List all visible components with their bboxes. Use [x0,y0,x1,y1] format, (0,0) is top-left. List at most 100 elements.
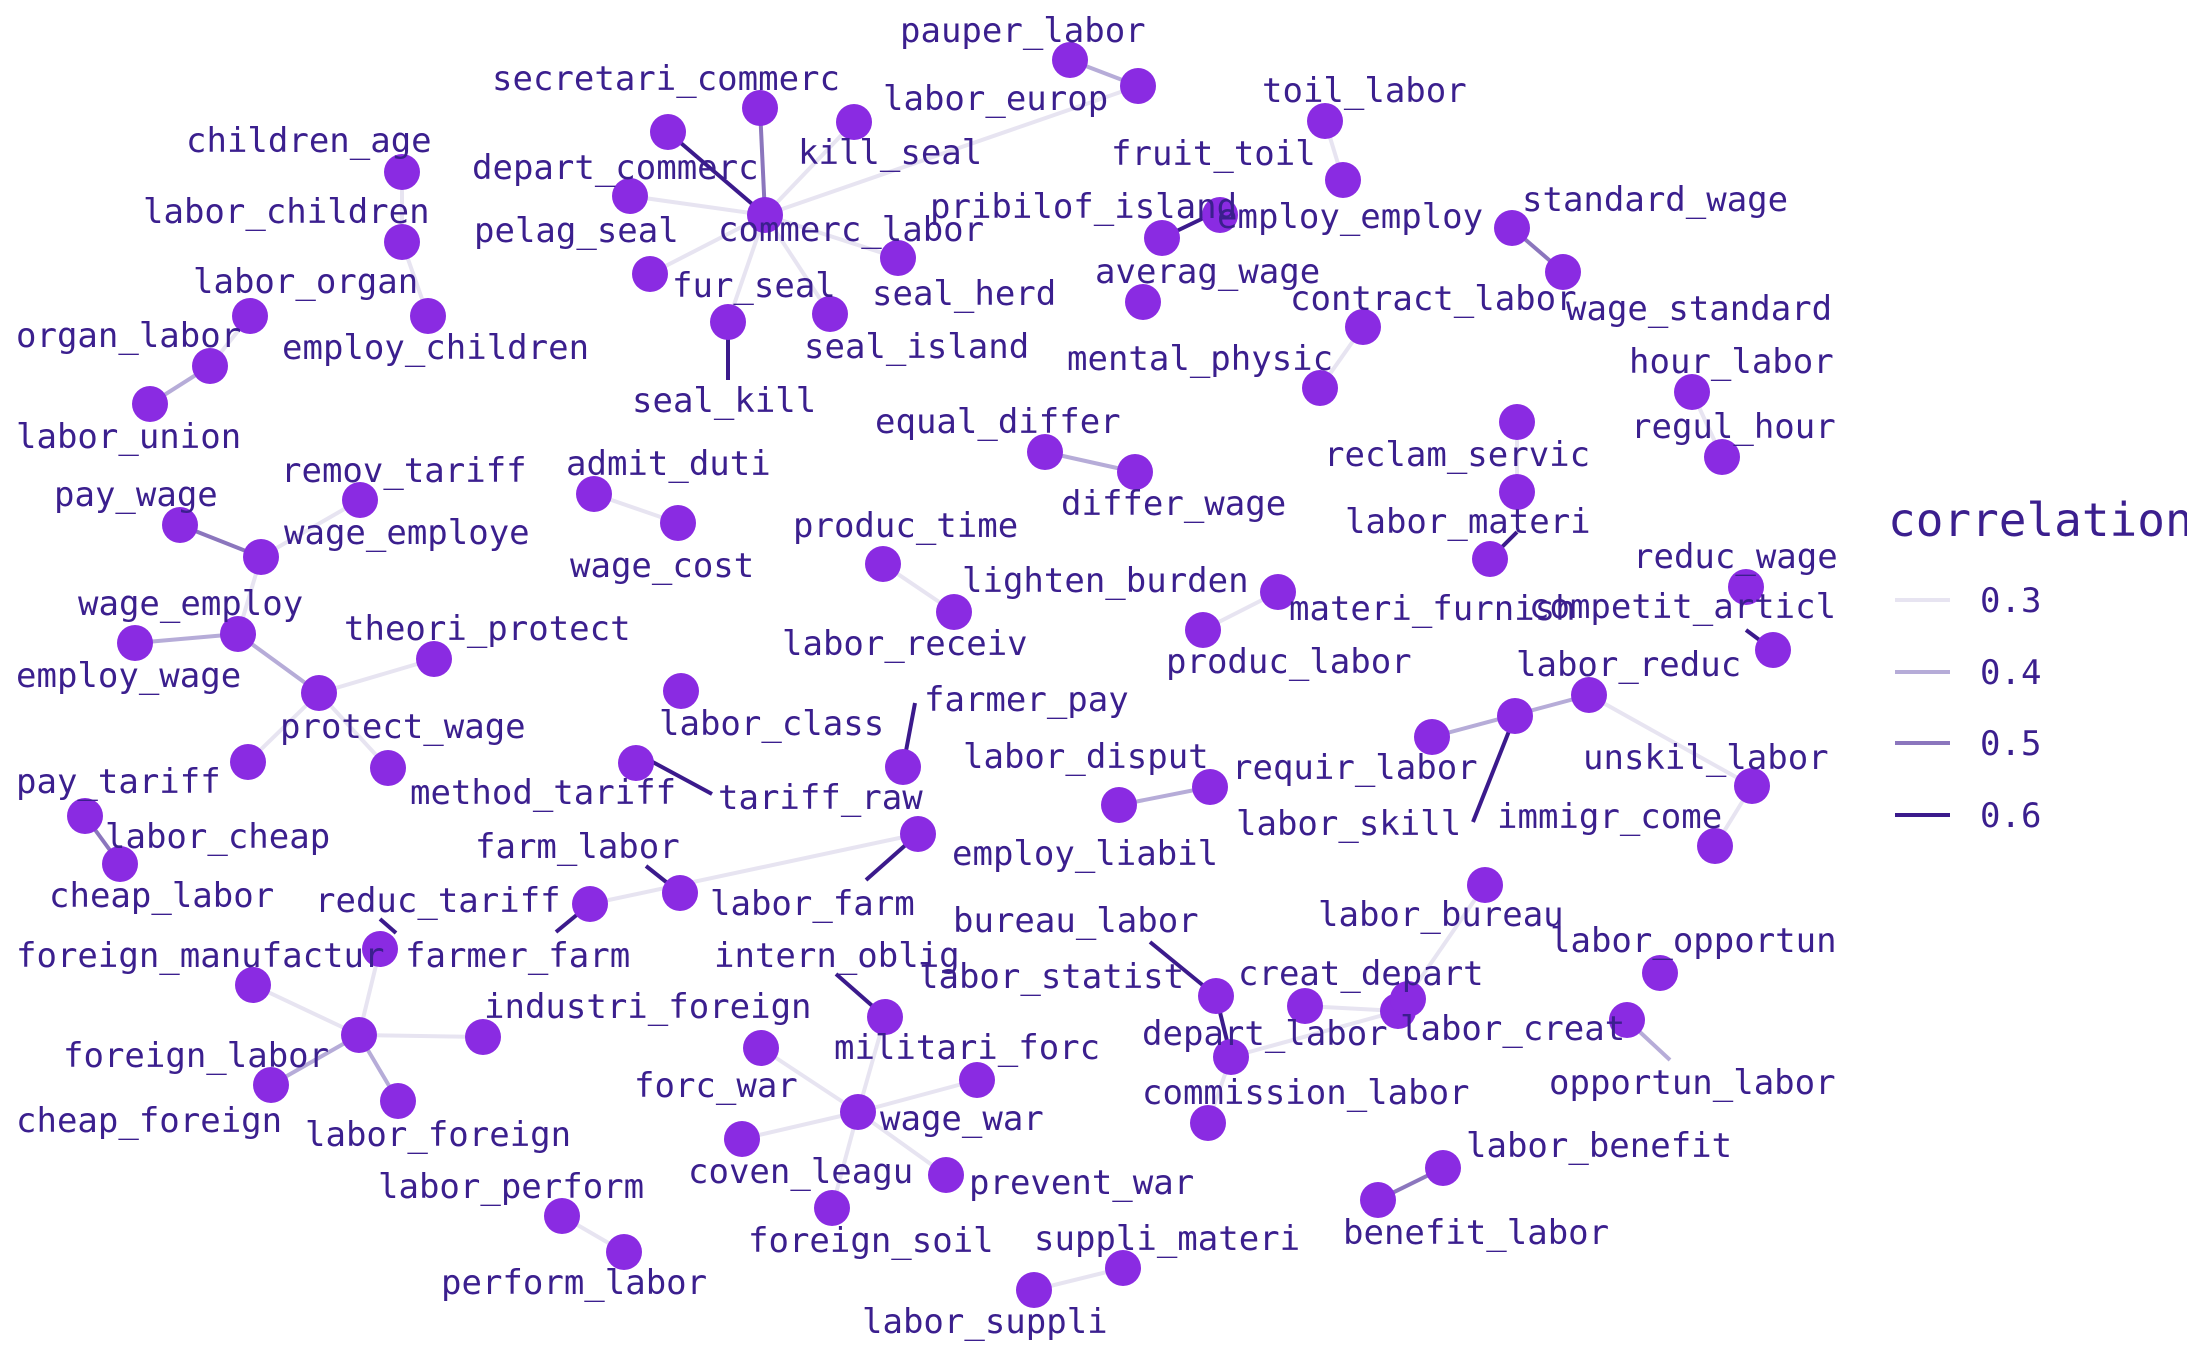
node-labor_europ [1120,68,1156,104]
node-label-wage_employe: wage_employe [284,513,530,553]
node-pauper_labor [1052,42,1088,78]
edge-labor_farm-farmer_farm [589,832,919,906]
node-method_tariff [370,750,406,786]
node-label-labor_union: labor_union [16,417,241,457]
node-label-farm_labor: farm_labor [475,827,680,867]
edge-foreign_labor-foreign_manufactur [252,983,360,1037]
node-secretari_commerc [742,90,778,126]
edge-labor_reduc-unskil_labor [1588,693,1753,788]
node-label-immigr_come: immigr_come [1497,797,1722,837]
node-label-labor_skill: labor_skill [1236,804,1461,844]
node-militari_forc [743,1030,779,1066]
edge-commerc_labor-fur_seal [649,213,766,276]
node-labor_organ [232,298,268,334]
edge-remov_tariff-wage_employe [260,498,361,559]
node-intern_oblig [867,999,903,1035]
node-label-labor_suppli: labor_suppli [862,1302,1108,1342]
edge-commerc_labor-seal_herd [764,213,899,260]
node-benefit_labor [1360,1182,1396,1218]
node-labor_disput [1192,769,1228,805]
node-label-employ_employ: employ_employ [1217,197,1483,237]
node-wage_employe [243,539,279,575]
node-labor_foreign [380,1083,416,1119]
node-seal_island [812,296,848,332]
node-labor_reduc [1571,677,1607,713]
node-label-seal_herd: seal_herd [872,274,1056,314]
node-materi_furnish [1472,541,1508,577]
node-label-remov_tariff: remov_tariff [281,451,527,491]
node-label-labor_farm: labor_farm [710,884,915,924]
edge-reduc_tariff-foreign_manufactur [378,917,398,935]
node-wage_war [840,1094,876,1130]
node-labor_perform [544,1198,580,1234]
node-theori_protect [416,641,452,677]
edge-commerc_labor-labor_europ [764,84,1139,217]
node-farmer_farm [572,886,608,922]
node-reduc_wage [1728,569,1764,605]
node-label-commerc_labor: commerc_labor [718,210,984,250]
edge-wage_war-prevent_war [856,1110,948,1177]
node-hour_labor [1674,374,1710,410]
node-label-pay_wage: pay_wage [54,475,218,515]
node-wage_cost [660,505,696,541]
node-label-labor_receiv: labor_receiv [782,624,1028,664]
node-perform_labor [606,1234,642,1270]
node-label-suppli_materi: suppli_materi [1034,1219,1300,1259]
node-unskil_labor [1734,768,1770,804]
node-label-children_age: children_age [186,121,432,161]
node-remov_tariff [342,482,378,518]
node-label-intern_oblig: intern_oblig [714,936,960,976]
node-label-labor_class: labor_class [659,704,884,744]
node-label-foreign_soil: foreign_soil [748,1221,994,1261]
node-fur_seal [632,256,668,292]
node-label-creat_depart: creat_depart [1238,954,1484,994]
node-label-reduc_wage: reduc_wage [1633,537,1838,577]
node-label-labor_children: labor_children [143,192,430,232]
node-label-secretari_commerc: secretari_commerc [492,59,840,99]
edge-wage_war-forc_war [857,1078,978,1114]
node-regul_hour [1704,439,1740,475]
node-fruit_toil [1325,162,1361,198]
node-label-benefit_labor: benefit_labor [1343,1213,1609,1253]
node-label-pay_tariff: pay_tariff [16,762,221,802]
node-cheap_labor [102,846,138,882]
legend-label-0.3: 0.3 [1980,581,2041,621]
node-labor_statist [1287,988,1323,1024]
node-label-coven_leagu: coven_leagu [688,1152,913,1192]
node-competit_articl [1755,632,1791,668]
node-labor_skill [1497,698,1533,734]
node-admit_duti [576,476,612,512]
node-reduc_tariff [362,931,398,967]
node-label-labor_perform: labor_perform [378,1167,644,1207]
edge-commerc_labor-depart_commerc [666,130,767,217]
node-label-labor_cheap: labor_cheap [105,817,330,857]
node-label-labor_creat: labor_creat [1400,1009,1625,1049]
node-label-admit_duti: admit_duti [566,444,771,484]
node-label-labor_reduc: labor_reduc [1516,645,1741,685]
node-label-method_tariff: method_tariff [410,773,676,813]
node-requir_labor [1414,719,1450,755]
node-labor_receiv [936,594,972,630]
node-labor_benefit [1425,1150,1461,1186]
node-label-depart_commerc: depart_commerc [472,148,759,188]
node-label-labor_organ: labor_organ [193,262,418,302]
node-wage_employ [220,616,256,652]
node-bureau_labor [1198,978,1234,1014]
node-label-lighten_burden: lighten_burden [962,561,1249,601]
node-labor_farm [900,816,936,852]
node-label-labor_bureau: labor_bureau [1318,895,1564,935]
node-label-labor_benefit: labor_benefit [1466,1126,1732,1166]
node-label-protect_wage: protect_wage [280,707,526,747]
legend-label-0.4: 0.4 [1980,653,2041,693]
node-cheap_foreign [253,1067,289,1103]
node-label-equal_differ: equal_differ [875,402,1121,442]
edge-creat_depart-depart_labor [1230,1009,1399,1059]
edge-wage_war-coven_leagu [741,1110,859,1141]
node-label-bureau_labor: bureau_labor [953,901,1199,941]
edge-commerc_labor-seal_island [763,213,832,316]
node-label-wage_war: wage_war [880,1099,1044,1139]
node-label-cheap_labor: cheap_labor [49,876,274,916]
node-averag_wage [1125,284,1161,320]
node-forc_war [959,1062,995,1098]
